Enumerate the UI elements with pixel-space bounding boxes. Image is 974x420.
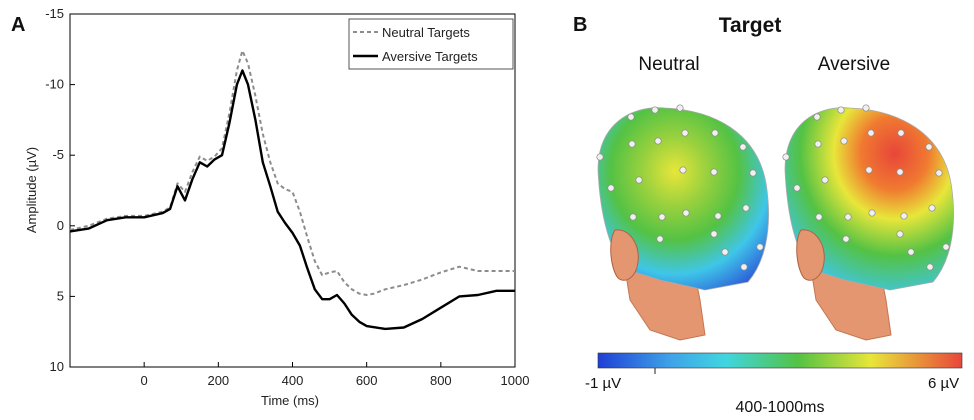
electrode-dot [814, 140, 822, 148]
electrode-dot [682, 209, 690, 217]
electrode-dot [896, 168, 904, 176]
head-neutral [596, 104, 769, 341]
electrode-dot [897, 129, 905, 137]
electrode-dot [607, 184, 615, 192]
legend-box [348, 18, 514, 70]
electrodes-aversive [782, 104, 950, 271]
ear-aversive [796, 229, 825, 281]
axis-ticks: 0 200 400 600 800 1000 -15 -10 -5 0 5 10 [45, 6, 529, 388]
legend-label-aversive: Aversive Targets [382, 49, 478, 64]
electrode-dot [711, 129, 719, 137]
y-tick-label: 0 [57, 218, 64, 233]
electrode-dot [658, 213, 666, 221]
electrode-dot [710, 230, 718, 238]
electrode-dot [629, 213, 637, 221]
electrode-dot [679, 166, 687, 174]
x-tick-label: 1000 [501, 373, 530, 388]
y-axis-label: Amplitude (µV) [24, 147, 39, 233]
electrode-dot [782, 153, 790, 161]
electrode-dot [928, 204, 936, 212]
condition-label-aversive: Aversive [818, 54, 891, 75]
colorbar-max-label: 6 µV [928, 375, 959, 392]
electrode-dot [756, 243, 764, 251]
x-tick-label: 200 [207, 373, 229, 388]
x-tick-label: 800 [430, 373, 452, 388]
colorbar [597, 352, 963, 369]
electrode-dot [742, 204, 750, 212]
electrode-dot [676, 104, 684, 112]
electrode-dot [635, 176, 643, 184]
electrode-dot [651, 106, 659, 114]
electrode-dot [815, 213, 823, 221]
condition-label-neutral: Neutral [638, 54, 699, 75]
electrode-dot [837, 106, 845, 114]
electrode-dot [681, 129, 689, 137]
series-line-aversive [69, 69, 515, 331]
x-tick-label: 600 [356, 373, 378, 388]
y-tick-label: 5 [57, 288, 64, 303]
electrode-dot [844, 213, 852, 221]
topo-title: Target [719, 14, 782, 37]
electrode-dot [654, 137, 662, 145]
electrode-dot [865, 166, 873, 174]
electrode-dot [628, 140, 636, 148]
electrode-dot [925, 143, 933, 151]
x-tick-label: 0 [141, 373, 148, 388]
electrode-dot [739, 143, 747, 151]
electrode-dot [627, 113, 635, 121]
electrode-dot [749, 169, 757, 177]
x-axis-label: Time (ms) [261, 393, 319, 408]
electrode-dot [596, 153, 604, 161]
time-window-label: 400-1000ms [736, 399, 825, 416]
electrode-dot [900, 212, 908, 220]
electrode-dot [907, 248, 915, 256]
electrode-dot [842, 235, 850, 243]
panel-b-label: B [573, 14, 588, 36]
x-tick-label: 400 [282, 373, 304, 388]
electrode-dot [793, 184, 801, 192]
electrode-dot [867, 129, 875, 137]
y-tick-label: -10 [45, 77, 64, 92]
electrode-dot [862, 104, 870, 112]
electrode-dot [656, 235, 664, 243]
head-aversive [782, 104, 954, 341]
electrode-dot [935, 169, 943, 177]
legend: Neutral Targets Aversive Targets [348, 18, 514, 70]
electrode-dot [942, 243, 950, 251]
electrode-dot [896, 230, 904, 238]
electrode-dot [740, 263, 748, 271]
electrode-dot [721, 248, 729, 256]
electrode-dot [868, 209, 876, 217]
series-line-neutral [69, 49, 515, 296]
electrodes-neutral [596, 104, 764, 271]
electrode-dot [813, 113, 821, 121]
panel-a-label: A [11, 14, 26, 36]
y-tick-label: 10 [50, 359, 64, 374]
electrode-dot [926, 263, 934, 271]
electrode-dot [714, 212, 722, 220]
electrode-dot [821, 176, 829, 184]
y-tick-label: -5 [52, 147, 64, 162]
legend-label-neutral: Neutral Targets [382, 25, 470, 40]
colorbar-min-label: -1 µV [585, 375, 621, 392]
electrode-dot [710, 168, 718, 176]
electrode-dot [840, 137, 848, 145]
ear-neutral [610, 229, 639, 281]
series-lines [69, 49, 515, 331]
y-tick-label: -15 [45, 6, 64, 21]
